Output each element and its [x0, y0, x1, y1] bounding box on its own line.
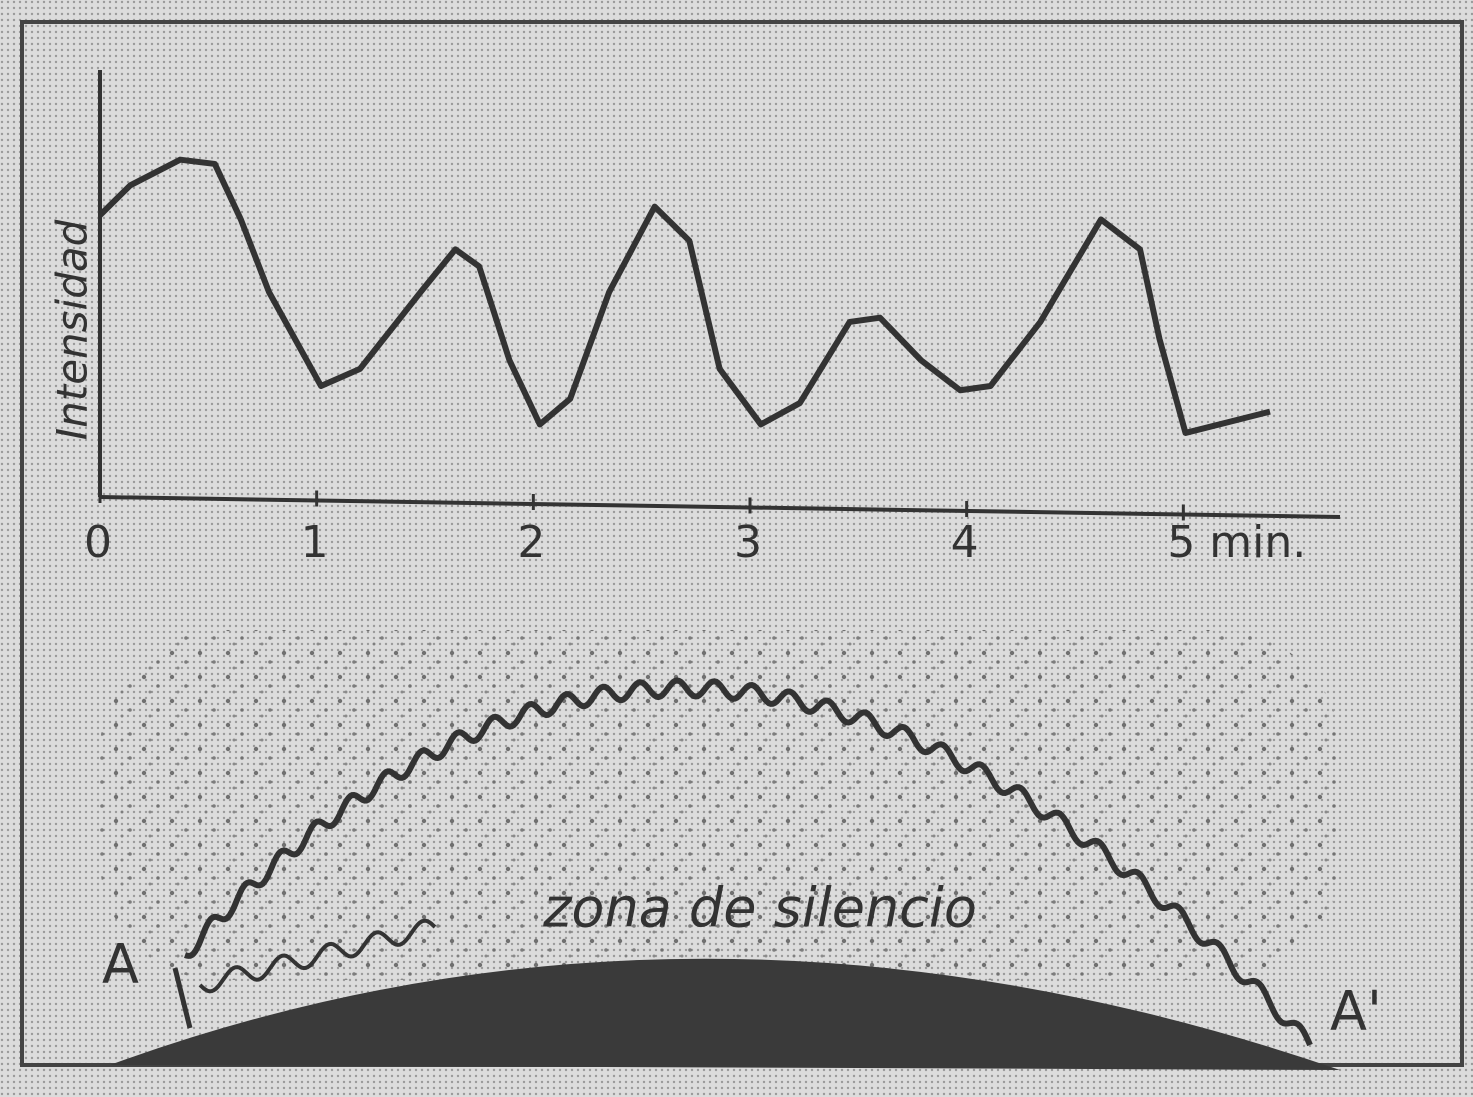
x-tick-label: 3 — [734, 517, 762, 568]
x-tick-label: 2 — [517, 517, 545, 568]
x-tick-label: 0 — [84, 517, 112, 568]
x-tick-label: 1 — [301, 517, 329, 568]
y-axis-label: Intensidad — [48, 219, 97, 440]
zone-label: zona de silencio — [542, 877, 977, 940]
point-label: A' — [1330, 980, 1382, 1043]
x-tick-label: 4 — [951, 517, 979, 568]
figure: zona de silencio A A' Intensidad 0 1 2 3 4 5 … — [0, 0, 1473, 1097]
point-label: A — [102, 933, 139, 996]
x-tick-label: 5 min. — [1167, 517, 1306, 568]
